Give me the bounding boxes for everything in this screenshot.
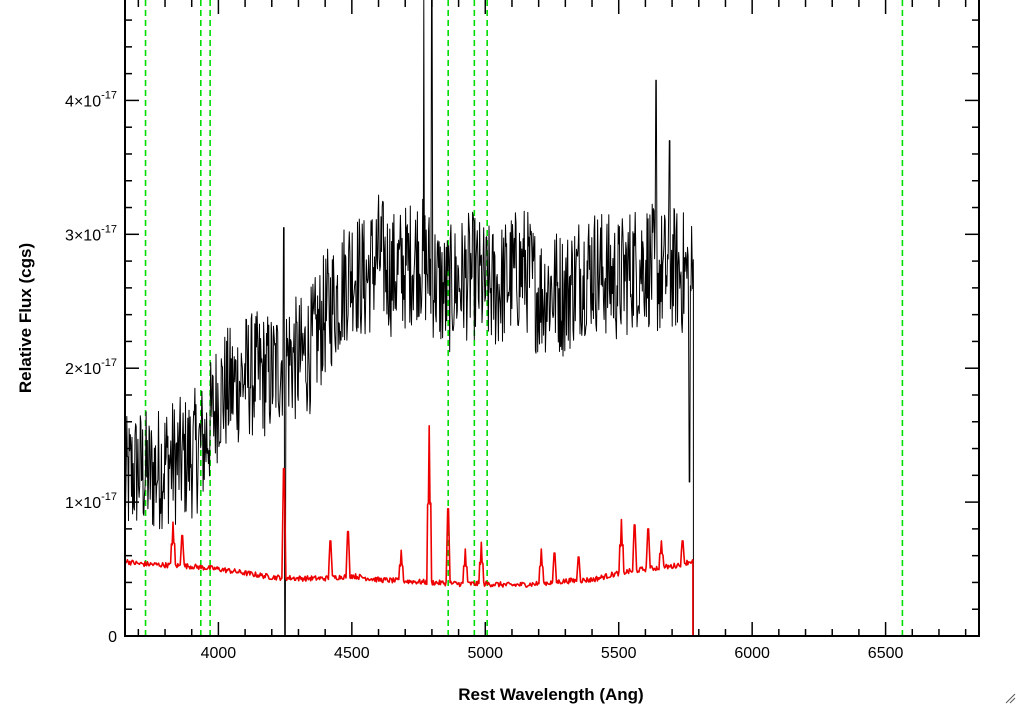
axes-frame <box>124 0 980 637</box>
x-tick-label: 5500 <box>601 645 637 662</box>
y-axis-title: Relative Flux (cgs) <box>16 243 35 393</box>
y-tick-label: 0 <box>108 629 117 646</box>
y-tick-label: 3×10-17 <box>65 223 117 244</box>
y-tick-mantissa: 1×10 <box>65 495 101 512</box>
y-tick-mantissa: 3×10 <box>65 227 101 244</box>
y-tick-label: 4×10-17 <box>65 89 117 110</box>
y-tick-mantissa: 4×10 <box>65 93 101 110</box>
y-tick-mantissa: 0 <box>108 629 117 646</box>
y-tick-exponent: -17 <box>101 357 117 369</box>
y-tick-label: 1×10-17 <box>65 491 117 512</box>
resize-grip-icon[interactable] <box>1002 690 1016 704</box>
x-tick-label: 5000 <box>467 645 503 662</box>
x-tick-label: 4000 <box>201 645 237 662</box>
y-tick-exponent: -17 <box>101 89 117 101</box>
observed-spectrum-line <box>124 0 694 637</box>
spectrum-series <box>124 0 979 637</box>
plot-border <box>124 0 980 637</box>
x-tick-label: 6000 <box>734 645 770 662</box>
x-tick-label: 4500 <box>334 645 370 662</box>
y-tick-label: 2×10-17 <box>65 357 117 378</box>
tick-labels: 4000 4500 5000 5500 6000 650001×10-172×10-173… <box>65 89 903 662</box>
y-tick-exponent: -17 <box>101 223 117 235</box>
x-axis-title: Rest Wavelength (Ang) <box>458 685 643 704</box>
model-spectrum-line <box>124 425 979 637</box>
x-tick-label: 6500 <box>868 645 904 662</box>
y-tick-mantissa: 2×10 <box>65 361 101 378</box>
tick-marks <box>125 0 979 637</box>
emission-line-markers <box>144 0 904 636</box>
y-tick-exponent: -17 <box>101 491 117 503</box>
